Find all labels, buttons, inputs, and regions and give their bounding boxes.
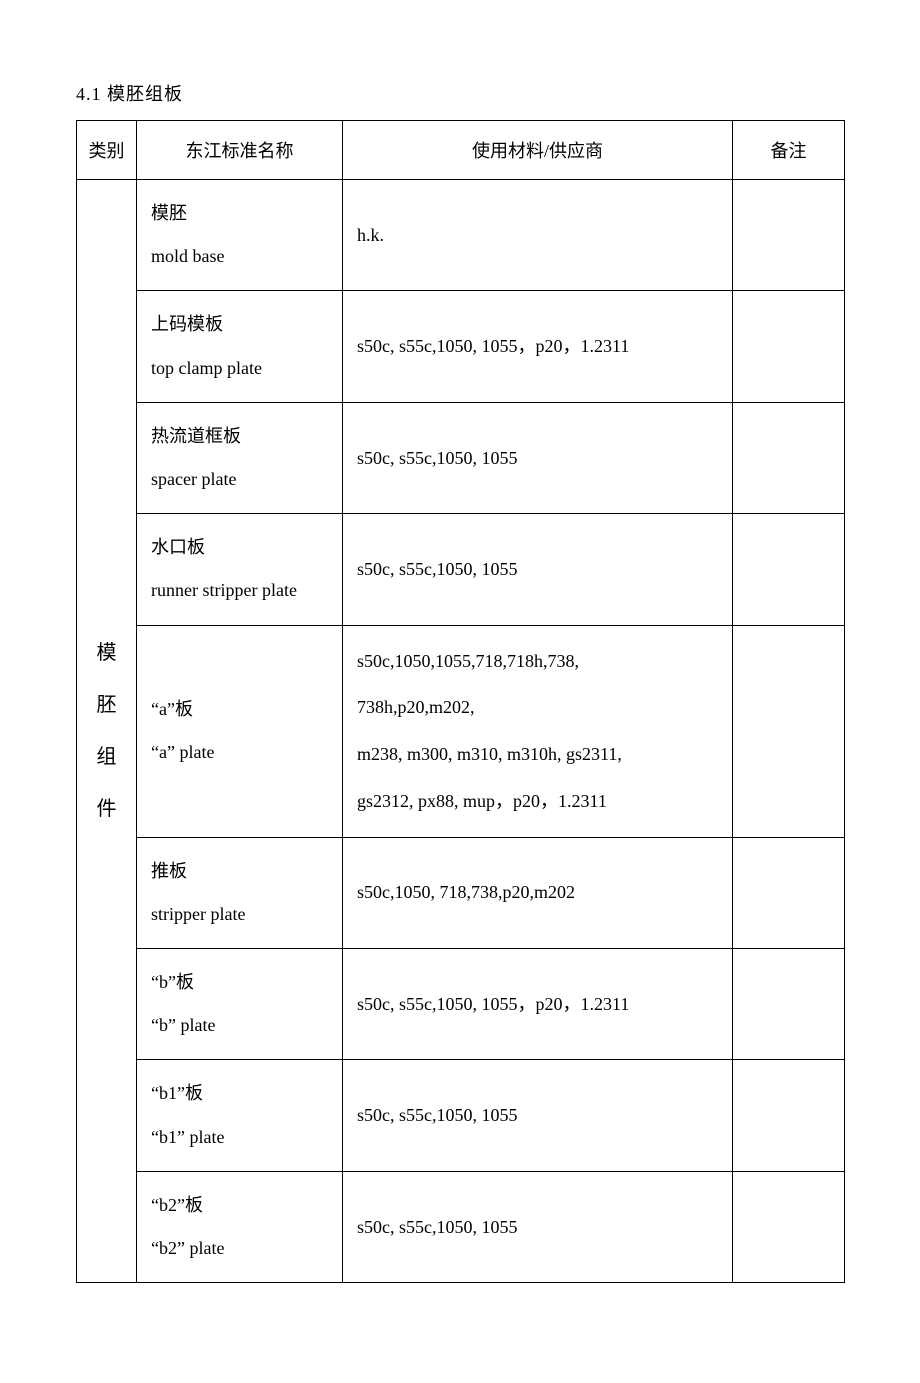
name-cell: “b1”板“b1” plate xyxy=(137,1060,343,1171)
remark-cell xyxy=(733,402,845,513)
material-line: s50c, s55c,1050, 1055，p20，1.2311 xyxy=(357,323,722,370)
remark-cell xyxy=(733,514,845,625)
remark-cell xyxy=(733,1060,845,1171)
name-cell: “b”板“b” plate xyxy=(137,949,343,1060)
category-cell: 模胚组件 xyxy=(77,180,137,1283)
header-material: 使用材料/供应商 xyxy=(343,121,733,180)
header-category: 类别 xyxy=(77,121,137,180)
name-cell: “a”板“a” plate xyxy=(137,625,343,837)
table-row: 上码模板top clamp plate s50c, s55c,1050, 1055… xyxy=(77,291,845,402)
table-body: 模胚组件模胚mold baseh.k.上码模板top clamp plates5… xyxy=(77,180,845,1283)
material-line: h.k. xyxy=(357,212,722,259)
mold-base-table: 类别 东江标准名称 使用材料/供应商 备注 模胚组件模胚mold baseh.k… xyxy=(76,120,845,1283)
material-line: s50c, s55c,1050, 1055 xyxy=(357,435,722,482)
name-en: top clamp plate xyxy=(151,347,332,390)
material-cell: s50c, s55c,1050, 1055，p20，1.2311 xyxy=(343,291,733,402)
remark-cell xyxy=(733,949,845,1060)
name-en: mold base xyxy=(151,235,332,278)
name-en: “b1” plate xyxy=(151,1116,332,1159)
material-line: s50c,1050, 718,738,p20,m202 xyxy=(357,869,722,916)
material-cell: h.k. xyxy=(343,180,733,291)
table-row: “b”板“b” plate s50c, s55c,1050, 1055，p20，1… xyxy=(77,949,845,1060)
name-cell: 水口板runner stripper plate xyxy=(137,514,343,625)
name-cn: 水口板 xyxy=(151,526,332,569)
material-cell: s50c, s55c,1050, 1055，p20，1.2311 xyxy=(343,949,733,1060)
name-cn: 上码模板 xyxy=(151,303,332,346)
remark-cell xyxy=(733,291,845,402)
material-cell: s50c, s55c,1050, 1055 xyxy=(343,1060,733,1171)
material-line: m238, m300, m310, m310h, gs2311, xyxy=(357,731,722,778)
name-cell: 推板stripper plate xyxy=(137,837,343,948)
material-line: 738h,p20,m202, xyxy=(357,684,722,731)
name-en: “b” plate xyxy=(151,1004,332,1047)
material-cell: s50c, s55c,1050, 1055 xyxy=(343,1171,733,1282)
material-line: s50c, s55c,1050, 1055 xyxy=(357,546,722,593)
name-en: “a” plate xyxy=(151,731,332,774)
name-en: runner stripper plate xyxy=(151,569,332,612)
name-cell: 模胚mold base xyxy=(137,180,343,291)
table-row: “b1”板“b1” plate s50c, s55c,1050, 1055 xyxy=(77,1060,845,1171)
remark-cell xyxy=(733,625,845,837)
name-cn: 热流道框板 xyxy=(151,415,332,458)
section-title: 4.1 模胚组板 xyxy=(76,80,844,106)
table-row: 推板stripper plate s50c,1050, 718,738,p20,m… xyxy=(77,837,845,948)
name-cn: “b2”板 xyxy=(151,1184,332,1227)
table-row: 模胚组件模胚mold baseh.k. xyxy=(77,180,845,291)
table-row: 水口板runner stripper plate s50c, s55c,1050,… xyxy=(77,514,845,625)
remark-cell xyxy=(733,837,845,948)
name-cell: 热流道框板spacer plate xyxy=(137,402,343,513)
table-header-row: 类别 东江标准名称 使用材料/供应商 备注 xyxy=(77,121,845,180)
category-char: 模 xyxy=(77,627,136,679)
table-row: “a”板“a” plates50c,1050,1055,718,718h,738… xyxy=(77,625,845,837)
name-cn: “b1”板 xyxy=(151,1072,332,1115)
name-cn: “a”板 xyxy=(151,688,332,731)
category-char: 胚 xyxy=(77,679,136,731)
category-char: 组 xyxy=(77,731,136,783)
material-line: gs2312, px88, mup，p20，1.2311 xyxy=(357,778,722,825)
material-cell: s50c, s55c,1050, 1055 xyxy=(343,514,733,625)
name-cn: 推板 xyxy=(151,850,332,893)
material-line: s50c, s55c,1050, 1055 xyxy=(357,1092,722,1139)
table-row: 热流道框板spacer plate s50c, s55c,1050, 1055 xyxy=(77,402,845,513)
name-en: spacer plate xyxy=(151,458,332,501)
name-cn: 模胚 xyxy=(151,192,332,235)
header-remark: 备注 xyxy=(733,121,845,180)
remark-cell xyxy=(733,1171,845,1282)
material-cell: s50c,1050,1055,718,718h,738,738h,p20,m20… xyxy=(343,625,733,837)
material-cell: s50c, s55c,1050, 1055 xyxy=(343,402,733,513)
material-line: s50c, s55c,1050, 1055 xyxy=(357,1204,722,1251)
material-line: s50c, s55c,1050, 1055，p20，1.2311 xyxy=(357,981,722,1028)
name-cell: 上码模板top clamp plate xyxy=(137,291,343,402)
material-cell: s50c,1050, 718,738,p20,m202 xyxy=(343,837,733,948)
name-cell: “b2”板“b2” plate xyxy=(137,1171,343,1282)
table-row: “b2”板“b2” plate s50c, s55c,1050, 1055 xyxy=(77,1171,845,1282)
header-name: 东江标准名称 xyxy=(137,121,343,180)
remark-cell xyxy=(733,180,845,291)
name-cn: “b”板 xyxy=(151,961,332,1004)
category-char: 件 xyxy=(77,783,136,835)
name-en: “b2” plate xyxy=(151,1227,332,1270)
name-en: stripper plate xyxy=(151,893,332,936)
material-line: s50c,1050,1055,718,718h,738, xyxy=(357,638,722,685)
